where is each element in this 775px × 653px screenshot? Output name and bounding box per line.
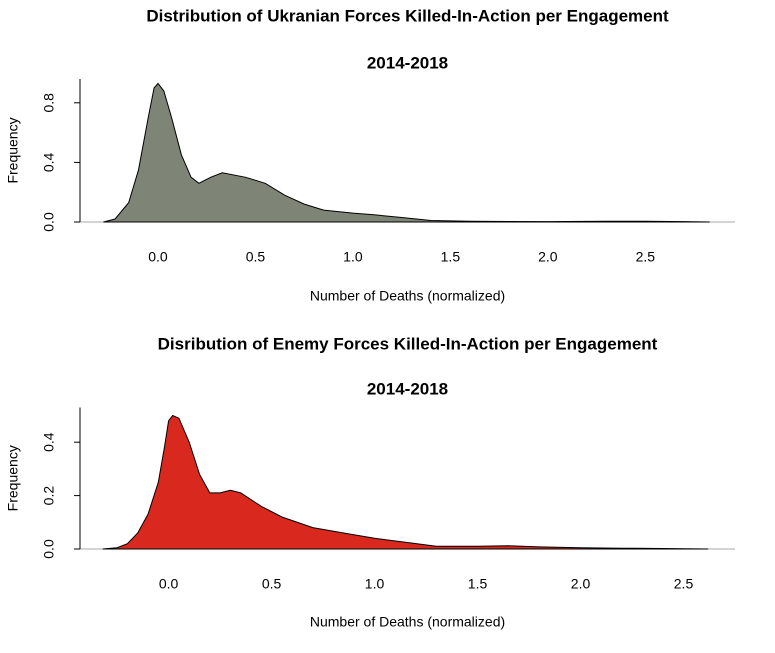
density-area <box>103 82 710 223</box>
y-tick-label: 0.0 <box>41 539 57 559</box>
x-axis-label: Number of Deaths (normalized) <box>310 288 505 304</box>
y-tick-label: 0.4 <box>41 152 57 172</box>
x-tick-label: 0.0 <box>159 576 179 592</box>
x-tick-label: 0.5 <box>262 576 282 592</box>
x-tick-label: 2.5 <box>636 249 656 265</box>
chart-title: Disribution of Enemy Forces Killed-In-Ac… <box>158 334 658 353</box>
chart-subtitle: 2014-2018 <box>367 379 448 398</box>
x-axis-label: Number of Deaths (normalized) <box>310 614 505 630</box>
x-tick-label: 1.0 <box>343 249 363 265</box>
x-tick-label: 0.5 <box>246 249 266 265</box>
y-tick-label: 0.2 <box>41 486 57 506</box>
x-tick-label: 1.5 <box>468 576 488 592</box>
y-axis-label: Frequency <box>5 445 21 511</box>
density-area <box>102 414 709 550</box>
y-axis-label: Frequency <box>5 117 21 183</box>
y-tick-label: 0.0 <box>41 212 57 232</box>
chart-title: Distribution of Ukranian Forces Killed-I… <box>146 6 669 25</box>
x-tick-label: 0.0 <box>148 249 168 265</box>
x-tick-label: 1.5 <box>441 249 461 265</box>
x-tick-label: 2.5 <box>674 576 694 592</box>
y-tick-label: 0.8 <box>41 93 57 113</box>
chart-subtitle: 2014-2018 <box>367 53 448 72</box>
x-tick-label: 1.0 <box>365 576 385 592</box>
x-tick-label: 2.0 <box>538 249 558 265</box>
y-tick-label: 0.4 <box>41 432 57 452</box>
x-tick-label: 2.0 <box>571 576 591 592</box>
